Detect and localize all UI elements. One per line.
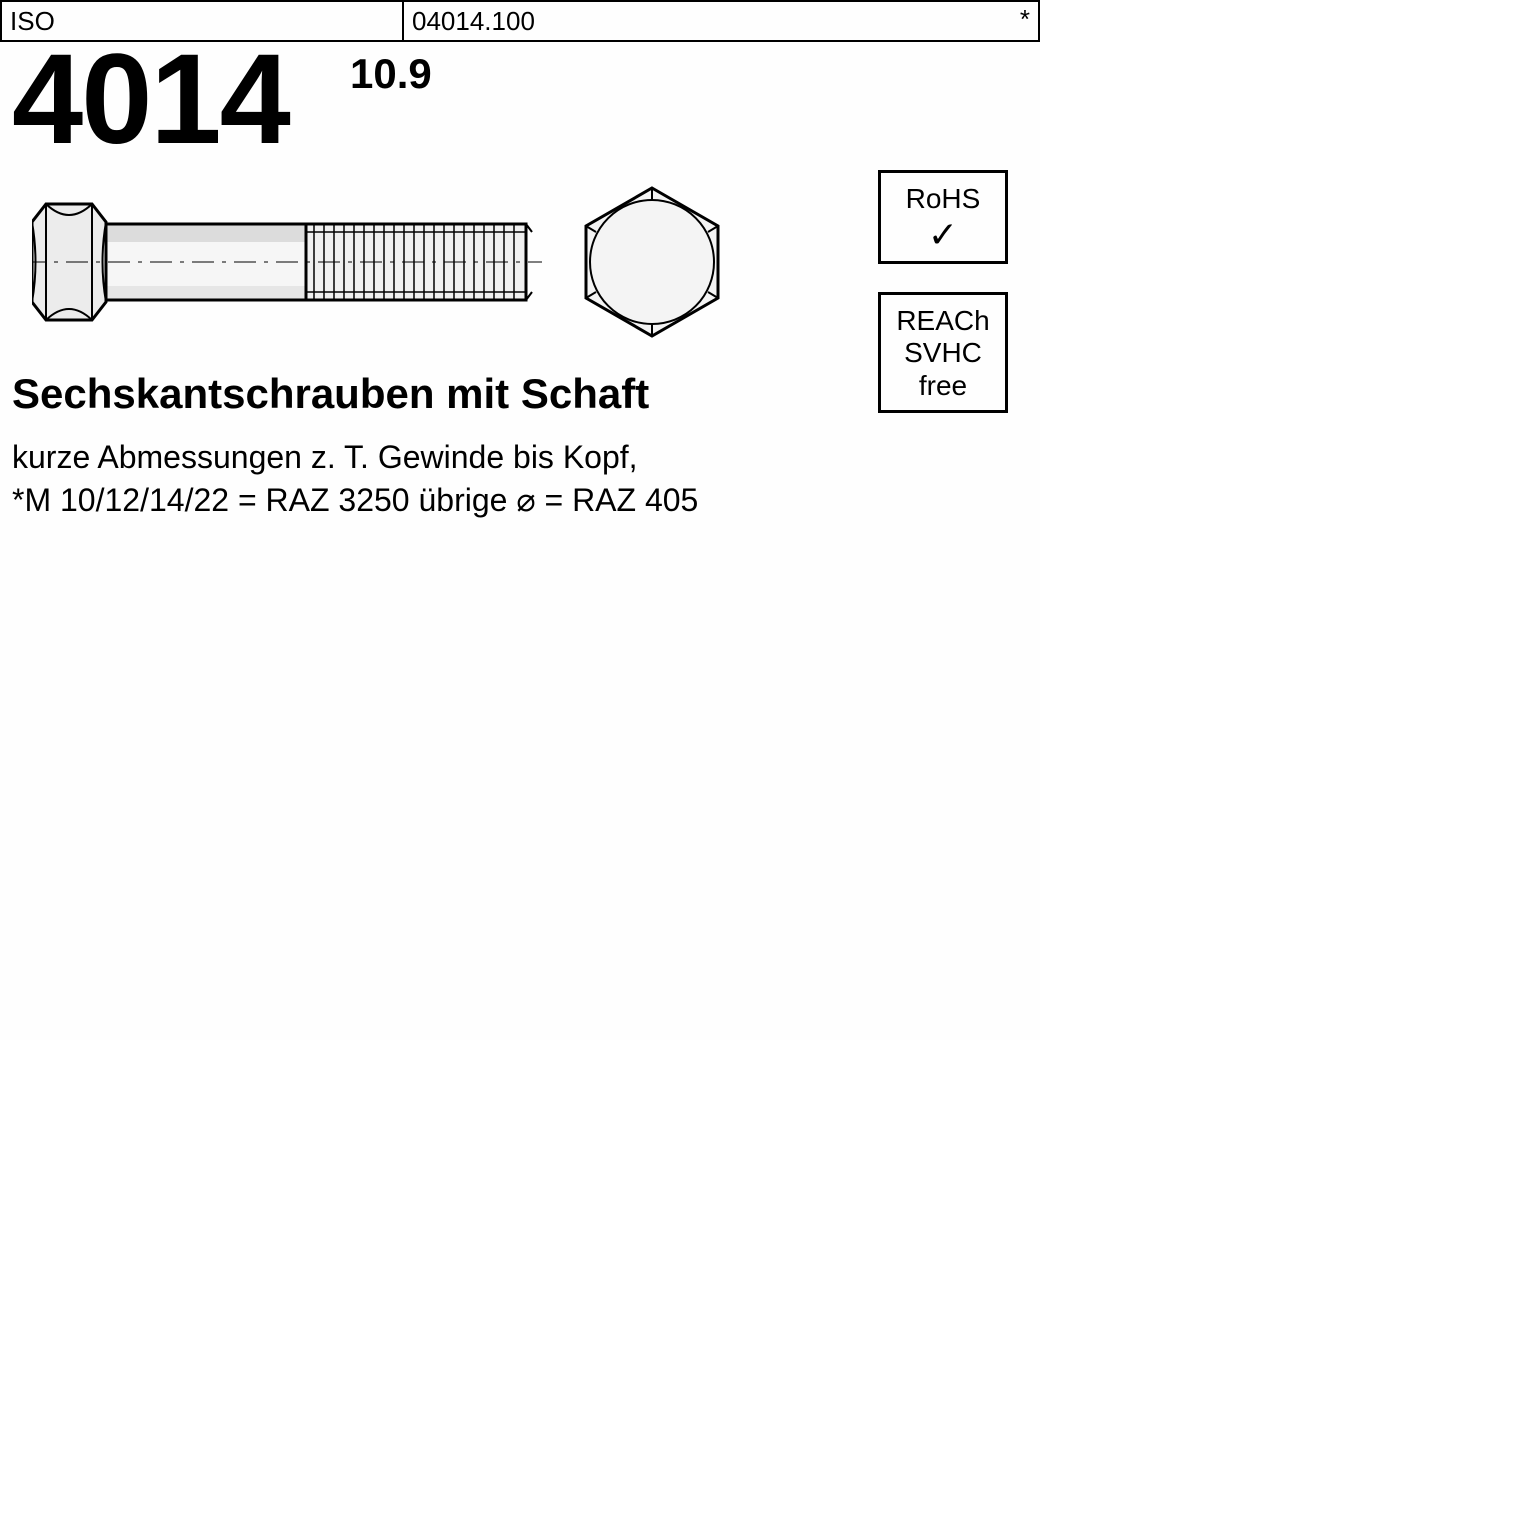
hex-head-diagram-icon [572, 182, 732, 342]
description-line-2: *M 10/12/14/22 = RAZ 3250 übrige ⌀ = RAZ… [12, 479, 1028, 522]
header-code-cell: 04014.100 * [404, 2, 1038, 40]
check-icon: ✓ [887, 217, 999, 253]
rohs-badge: RoHS ✓ [878, 170, 1008, 264]
compliance-badges: RoHS ✓ REACh SVHC free [878, 170, 1028, 441]
rohs-label: RoHS [887, 183, 999, 215]
reach-line-2: SVHC [887, 337, 999, 369]
grade-label: 10.9 [350, 50, 432, 98]
reach-line-1: REACh [887, 305, 999, 337]
description-title: Sechskantschrauben mit Schaft [12, 370, 1028, 418]
description-line-1: kurze Abmessungen z. T. Gewinde bis Kopf… [12, 436, 1028, 479]
header-code: 04014.100 [412, 6, 535, 37]
diagram-row [12, 182, 1028, 342]
bolt-diagram-icon [32, 192, 542, 332]
header-asterisk: * [1020, 4, 1030, 35]
standard-number: 4014 [12, 36, 1028, 164]
reach-line-3: free [887, 370, 999, 402]
description-block: Sechskantschrauben mit Schaft kurze Abme… [12, 370, 1028, 522]
reach-badge: REACh SVHC free [878, 292, 1008, 413]
datasheet-page: ISO 04014.100 * 4014 10.9 [0, 0, 1040, 1040]
